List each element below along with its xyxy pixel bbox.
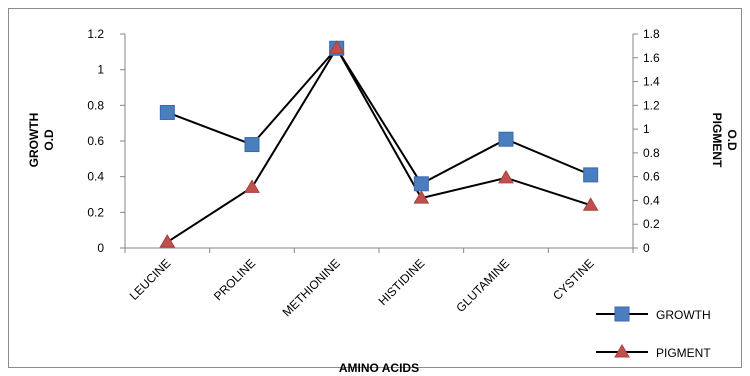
y-tick-label: 0 [97, 241, 104, 255]
y-axis-title-line2: O.D [42, 129, 56, 151]
x-tick-label: GLUTAMINE [453, 256, 512, 315]
growth-point [583, 167, 599, 183]
x-tick-label: PROLINE [211, 256, 258, 303]
y2-axis-title-line2: O.D [725, 129, 739, 151]
axes-group: 0 0.2 0.4 0.6 0.8 1 1.2 0 0.2 0.4 0.6 0.8 1 1.2 1.4 1.6… [87, 27, 660, 319]
y-tick-label: 0.4 [87, 170, 104, 184]
growth-point [413, 176, 429, 192]
legend-growth-marker [614, 306, 630, 322]
y2-axis-title-line1: PIGMENT [710, 113, 724, 168]
x-tick-label: HISTIDINE [376, 256, 428, 308]
growth-series-line [166, 46, 592, 186]
x-axis-title: AMINO ACIDS [339, 361, 419, 375]
y-tick-label: 1 [97, 63, 104, 77]
growth-point [159, 104, 175, 120]
y2-tick-label: 0.8 [643, 146, 660, 160]
pigment-point [328, 40, 345, 54]
y-tick-label: 0.6 [87, 134, 104, 148]
y2-tick-label: 1.4 [643, 75, 660, 89]
y2-tick-label: 1.2 [643, 98, 660, 112]
pigment-series-line [166, 46, 591, 243]
legend-pigment-label: PIGMENT [656, 346, 711, 360]
x-tick-label: CYSTINE [550, 256, 597, 303]
y2-tick-label: 1.8 [643, 27, 660, 41]
y2-tick-label: 1.6 [643, 51, 660, 65]
pigment-point [498, 169, 514, 184]
pigment-point [582, 197, 599, 211]
y-tick-label: 0.2 [87, 205, 104, 219]
pigment-point [244, 179, 260, 193]
growth-point [244, 137, 260, 153]
y-tick-label: 1.2 [87, 27, 104, 41]
legend: GROWTH PIGMENT [596, 306, 711, 360]
y2-tick-label: 0.4 [643, 193, 660, 207]
x-tick-label: METHIONINE [280, 256, 343, 319]
x-tick-label: LEUCINE [127, 256, 174, 303]
axis-labels: AMINO ACIDS GROWTH O.D PIGMENT O.D [27, 113, 739, 375]
legend-pigment-marker [614, 344, 630, 358]
y2-tick-label: 1 [643, 122, 650, 136]
legend-growth-label: GROWTH [656, 308, 711, 322]
pigment-point [413, 190, 430, 204]
y2-tick-label: 0.6 [643, 170, 660, 184]
pigment-point [159, 234, 176, 248]
series-lines [166, 46, 592, 243]
y-axis-title-line1: GROWTH [27, 113, 41, 168]
y-tick-label: 0.8 [87, 98, 104, 112]
growth-point [498, 131, 514, 147]
y2-tick-label: 0 [643, 241, 650, 255]
series-markers [159, 40, 599, 248]
y2-tick-label: 0.2 [643, 217, 660, 231]
